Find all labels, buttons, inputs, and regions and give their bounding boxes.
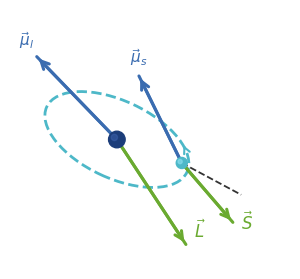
Circle shape — [109, 131, 125, 148]
Circle shape — [178, 160, 182, 164]
Text: $\vec{L}$: $\vec{L}$ — [194, 219, 206, 242]
Circle shape — [111, 134, 118, 141]
Circle shape — [176, 157, 187, 169]
Text: $\vec{\mu}_l$: $\vec{\mu}_l$ — [19, 30, 34, 51]
Text: $\vec{\mu}_s$: $\vec{\mu}_s$ — [130, 47, 148, 68]
Text: $\vec{S}$: $\vec{S}$ — [241, 211, 253, 234]
